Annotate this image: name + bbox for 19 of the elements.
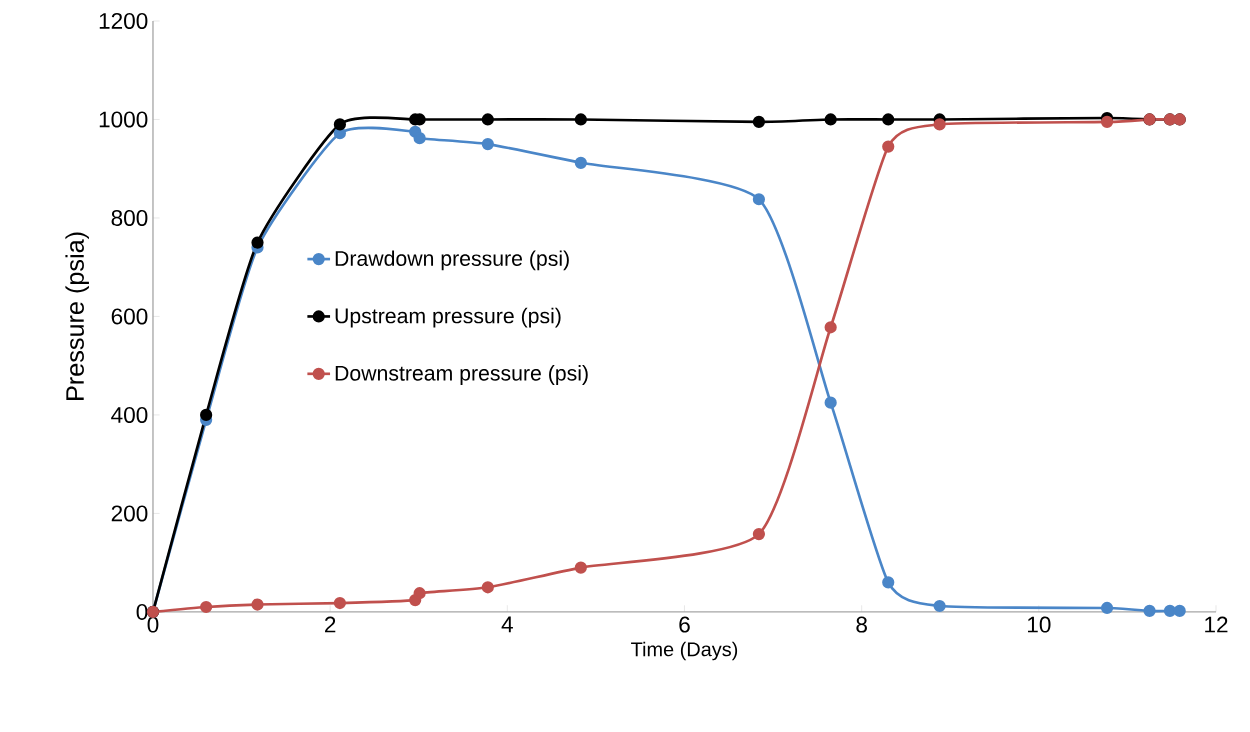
y-tick-label: 200 <box>111 505 148 522</box>
y-tick-label: 400 <box>111 406 148 423</box>
x-tick-label: 2 <box>325 616 336 633</box>
x-tick-label: 6 <box>679 616 690 633</box>
y-tick-label: 1200 <box>99 13 148 30</box>
y-tick-label: 800 <box>111 210 148 227</box>
x-tick-label: 0 <box>147 616 159 633</box>
legend-label: Downstream pressure (psi) <box>335 365 588 385</box>
legend-label: Drawdown pressure (psi) <box>335 250 569 271</box>
y-axis-title: Pressure (psia) <box>65 232 89 400</box>
y-tick-label: 1000 <box>99 111 148 128</box>
x-axis-title: Time (Days) <box>631 641 738 661</box>
y-tick-label: 0 <box>136 603 148 620</box>
y-tick-label: 600 <box>111 308 148 325</box>
x-tick-label: 4 <box>501 616 513 633</box>
legend-label: Upstream pressure (psi) <box>335 307 561 328</box>
x-tick-label: 8 <box>856 616 867 633</box>
x-tick-label: 12 <box>1205 616 1228 633</box>
x-tick-label: 10 <box>1028 616 1051 633</box>
